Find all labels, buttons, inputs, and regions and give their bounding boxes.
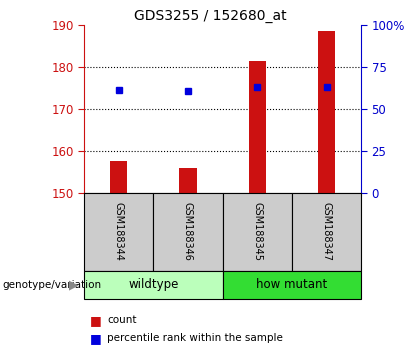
Bar <box>223 193 292 271</box>
Text: wildtype: wildtype <box>128 279 178 291</box>
Text: ▶: ▶ <box>69 279 79 291</box>
Text: how mutant: how mutant <box>256 279 328 291</box>
Text: count: count <box>107 315 136 325</box>
Bar <box>84 193 153 271</box>
Text: GSM188344: GSM188344 <box>114 202 123 261</box>
Text: GDS3255 / 152680_at: GDS3255 / 152680_at <box>134 9 286 23</box>
Bar <box>223 271 361 299</box>
Bar <box>318 31 335 193</box>
Text: percentile rank within the sample: percentile rank within the sample <box>107 333 283 343</box>
Bar <box>153 193 223 271</box>
Bar <box>84 271 223 299</box>
Text: GSM188347: GSM188347 <box>322 202 331 261</box>
Bar <box>179 168 197 193</box>
Bar <box>292 193 361 271</box>
Bar <box>110 161 127 193</box>
Text: GSM188346: GSM188346 <box>183 202 193 261</box>
Text: ■: ■ <box>90 332 102 344</box>
Text: GSM188345: GSM188345 <box>252 202 262 261</box>
Text: genotype/variation: genotype/variation <box>2 280 101 290</box>
Bar <box>249 61 266 193</box>
Text: ■: ■ <box>90 314 102 327</box>
